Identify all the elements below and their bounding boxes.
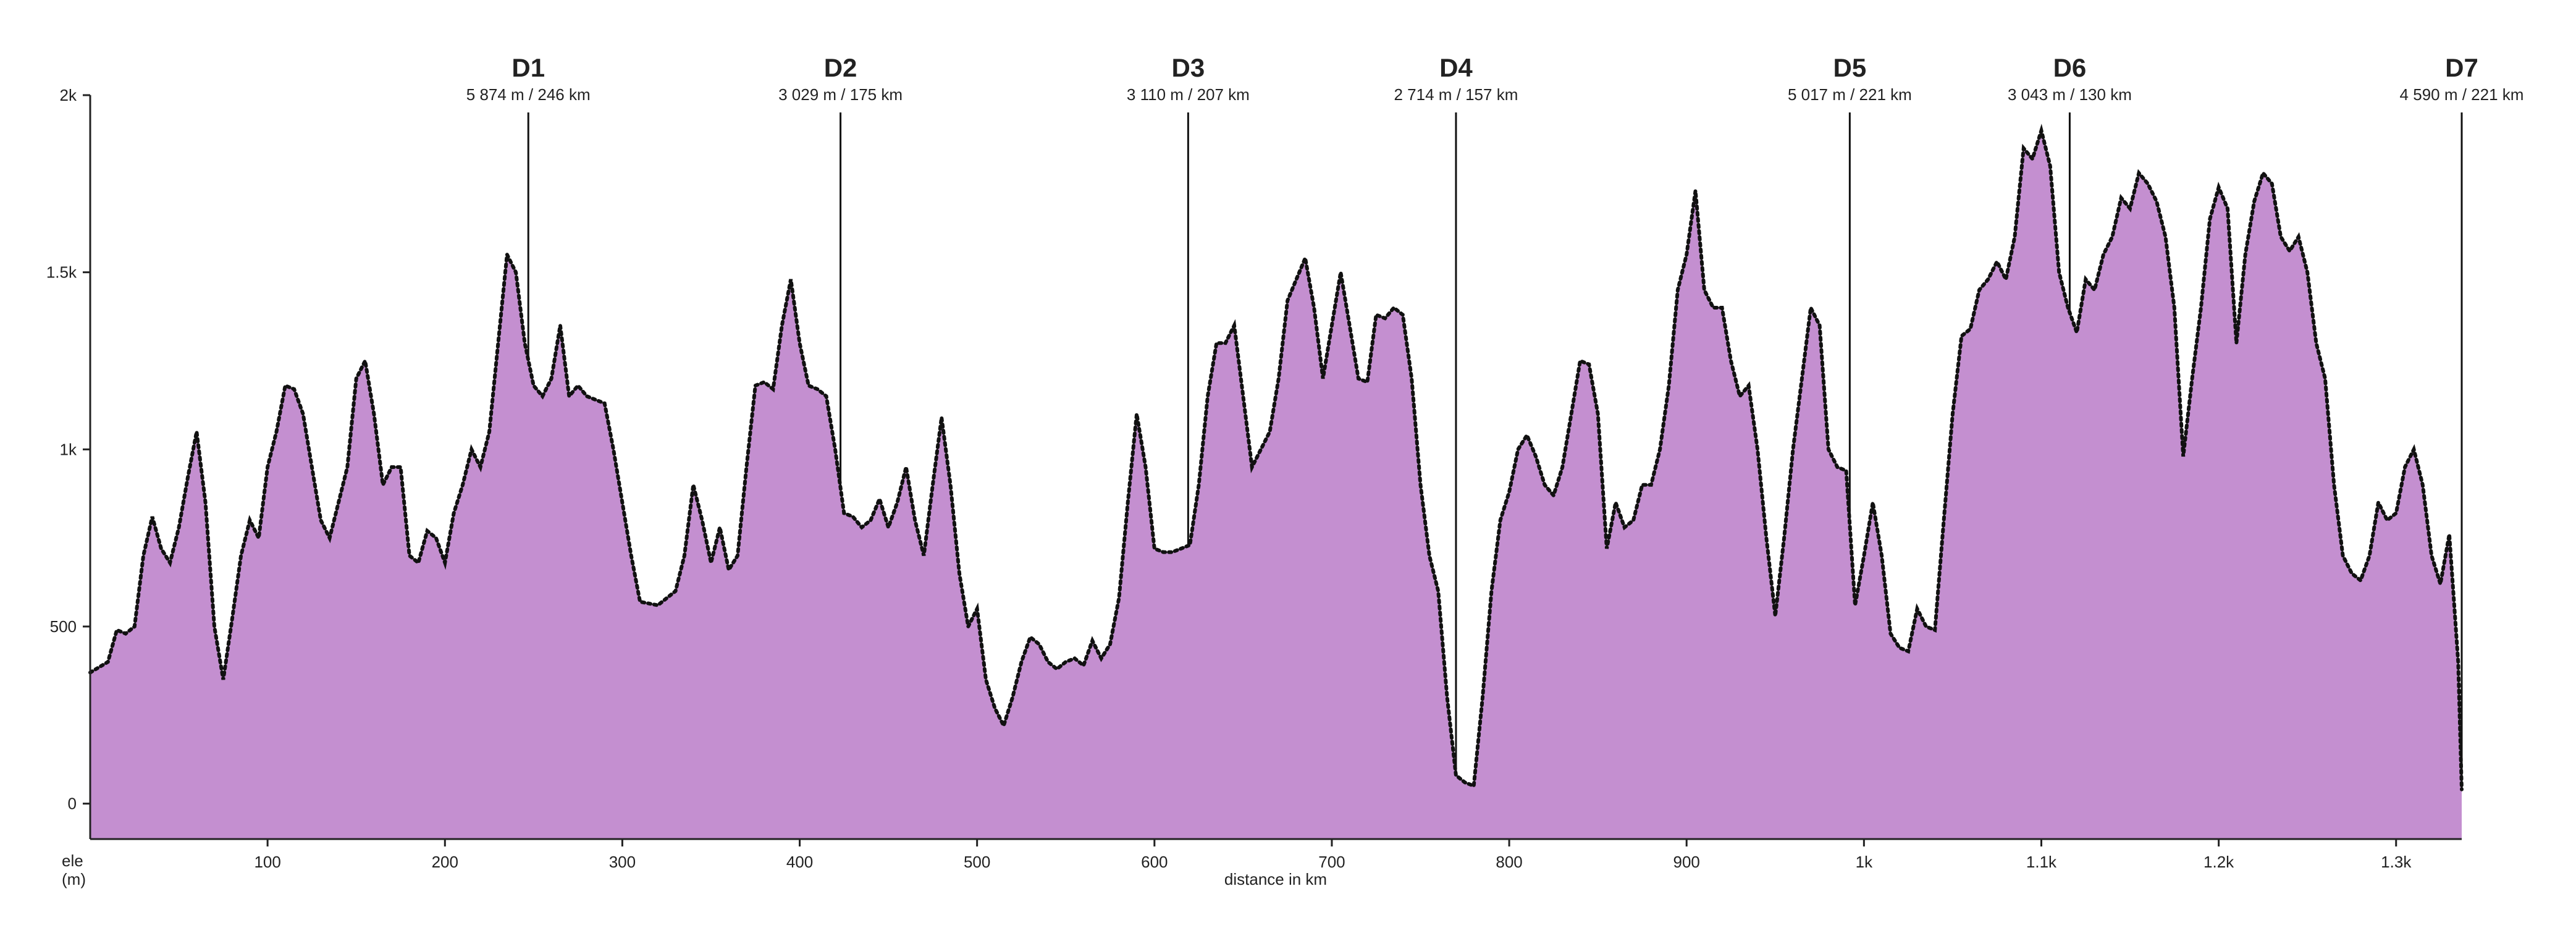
day-stats: 5 017 m / 221 km [1788, 85, 1912, 104]
x-tick-label: 800 [1496, 853, 1522, 871]
day-stats: 4 590 m / 221 km [2400, 85, 2524, 104]
x-axis-label: distance in km [1224, 870, 1327, 888]
y-tick-label: 2k [60, 86, 77, 104]
day-stats: 5 874 m / 246 km [466, 85, 591, 104]
day-label: D2 [824, 53, 857, 82]
y-axis-label: (m) [62, 870, 86, 888]
x-tick-label: 1.3k [2381, 853, 2412, 871]
x-tick-label: 1k [1856, 853, 1873, 871]
day-label: D1 [511, 53, 545, 82]
y-tick-label: 1.5k [46, 263, 77, 282]
day-stats: 3 029 m / 175 km [778, 85, 903, 104]
x-tick-label: 500 [964, 853, 990, 871]
day-label: D6 [2053, 53, 2087, 82]
y-tick-label: 0 [68, 795, 77, 813]
x-tick-label: 1.2k [2203, 853, 2234, 871]
y-tick-label: 500 [50, 617, 77, 636]
x-tick-label: 600 [1141, 853, 1168, 871]
x-tick-label: 200 [432, 853, 458, 871]
y-axis-label: ele [62, 851, 83, 870]
x-tick-label: 1.1k [2026, 853, 2057, 871]
day-label: D3 [1172, 53, 1205, 82]
day-label: D4 [1439, 53, 1473, 82]
x-tick-label: 100 [254, 853, 280, 871]
elevation-area [90, 130, 2462, 839]
x-tick-label: 400 [786, 853, 813, 871]
x-tick-label: 900 [1673, 853, 1700, 871]
day-stats: 3 043 m / 130 km [2008, 85, 2132, 104]
day-label: D5 [1833, 53, 1867, 82]
day-stats: 3 110 m / 207 km [1127, 85, 1250, 104]
day-stats: 2 714 m / 157 km [1394, 85, 1518, 104]
elevation-line [88, 124, 2464, 791]
x-tick-label: 300 [609, 853, 636, 871]
x-tick-label: 700 [1318, 853, 1345, 871]
day-label: D7 [2445, 53, 2478, 82]
y-tick-label: 1k [60, 440, 77, 458]
